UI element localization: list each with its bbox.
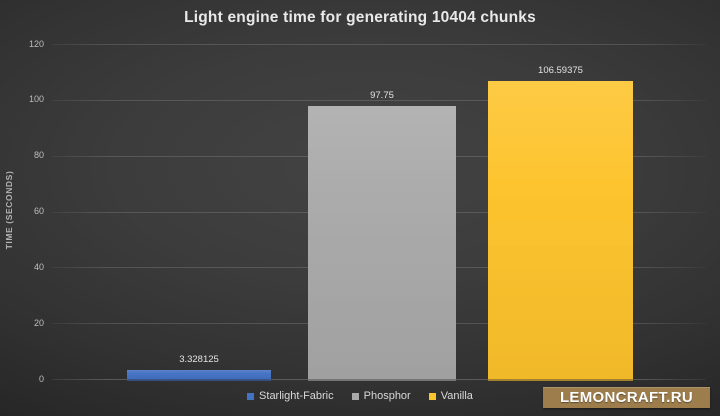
- chart-title: Light engine time for generating 10404 c…: [184, 9, 536, 26]
- y-axis-tick-label: 20: [33, 317, 44, 328]
- watermark-text: LEMONCRAFT.RU: [559, 389, 694, 406]
- legend-item-starlight-fabric: Starlight-Fabric: [247, 390, 334, 402]
- y-axis-tick-label: 60: [33, 206, 44, 216]
- y-axis-tick-label: 80: [33, 150, 44, 161]
- legend-swatch-phosphor: [351, 392, 359, 400]
- bar-value-label-starlight-fabric: 3.328125: [179, 353, 219, 365]
- legend-label: Starlight-Fabric: [259, 390, 334, 402]
- y-axis-tick-label: 120: [28, 38, 44, 49]
- legend-item-phosphor: Phosphor: [351, 390, 411, 402]
- y-axis-tick-label: 0: [38, 373, 44, 384]
- bar-value-label-phosphor: 97.75: [370, 90, 394, 102]
- legend-swatch-vanilla: [428, 392, 436, 400]
- gridline-100: [52, 99, 706, 101]
- bar-value-label-vanilla: 106.59375: [538, 65, 583, 77]
- watermark-badge: LEMONCRAFT.RU: [543, 387, 710, 408]
- legend-item-vanilla: Vanilla: [428, 390, 473, 402]
- legend-swatch-starlight-fabric: [247, 392, 255, 400]
- gridline-120: [52, 44, 706, 45]
- bar-phosphor: [308, 106, 456, 381]
- bar-starlight-fabric: [127, 369, 271, 381]
- y-axis-tick-label: 40: [33, 261, 44, 272]
- y-axis-tick-label: 100: [28, 94, 44, 105]
- chart-legend: Starlight-Fabric Phosphor Vanilla: [0, 390, 720, 402]
- legend-label: Phosphor: [363, 390, 411, 402]
- bar-vanilla: [488, 81, 633, 381]
- legend-label: Vanilla: [440, 390, 473, 402]
